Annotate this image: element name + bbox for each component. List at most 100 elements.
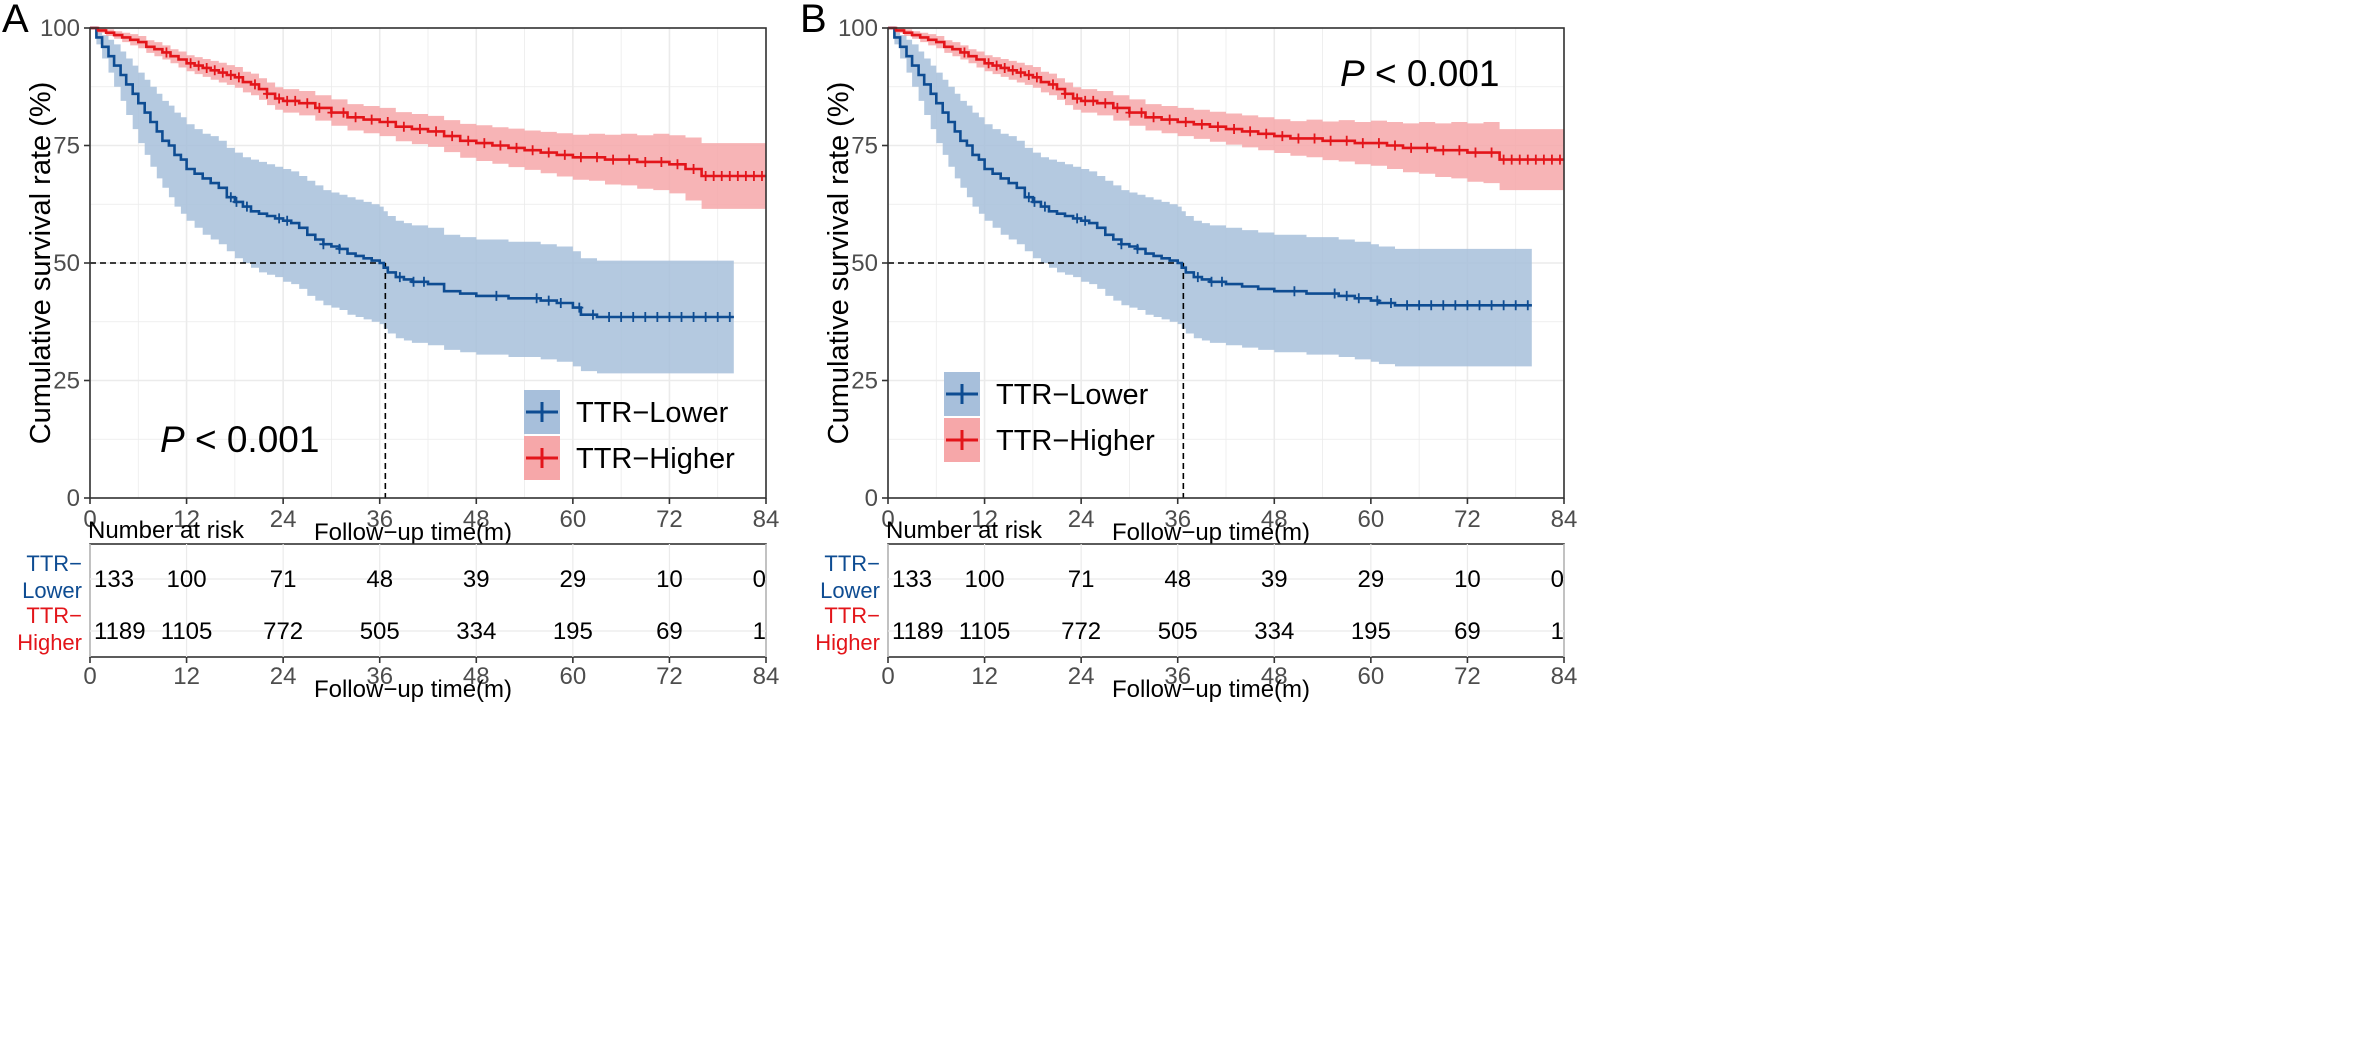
- risk-row-label-lower: TTR−: [26, 551, 82, 576]
- risk-row-label-lower: TTR−: [824, 551, 880, 576]
- censor-mark: [689, 164, 698, 174]
- p-value-label: P < 0.001: [1340, 53, 1499, 94]
- censor-mark: [319, 239, 328, 250]
- censor-mark: [673, 159, 682, 170]
- x-tick-label: 84: [753, 506, 780, 533]
- censor-mark: [194, 60, 203, 71]
- censor-mark: [1451, 300, 1460, 311]
- risk-x-tick-label: 84: [1551, 663, 1578, 690]
- censor-mark: [1181, 117, 1190, 127]
- censor-mark: [1149, 112, 1158, 123]
- censor-mark: [1073, 93, 1082, 104]
- x-axis-title: Follow−up time(m): [314, 519, 512, 546]
- y-tick-label: 100: [40, 15, 80, 42]
- risk-count-higher: 1: [1551, 618, 1564, 645]
- censor-mark: [677, 312, 686, 323]
- risk-table-title: Number at risk: [88, 517, 245, 544]
- censor-mark: [709, 171, 718, 182]
- risk-count-higher: 1: [753, 618, 766, 645]
- censor-mark: [605, 312, 614, 323]
- censor-mark: [303, 98, 312, 109]
- censor-mark: [1081, 215, 1090, 226]
- y-tick-label: 0: [865, 485, 878, 512]
- censor-mark: [1423, 142, 1432, 153]
- censor-mark: [713, 312, 722, 323]
- ci-band-lower: [888, 28, 1532, 367]
- censor-mark: [218, 67, 227, 78]
- censor-mark: [162, 47, 171, 58]
- censor-mark: [1511, 300, 1520, 311]
- km-curve-higher: [90, 26, 766, 178]
- censor-mark: [657, 156, 666, 167]
- risk-count-higher: 1105: [959, 618, 1011, 645]
- censor-mark: [315, 102, 324, 113]
- censor-mark: [1197, 119, 1206, 130]
- risk-row-label-lower: Lower: [820, 578, 880, 603]
- risk-row-label-higher: TTR−: [26, 603, 82, 628]
- censor-mark: [992, 60, 1001, 71]
- x-tick-label: 48: [1261, 506, 1288, 533]
- risk-count-lower: 0: [753, 566, 766, 593]
- censor-mark: [588, 309, 597, 320]
- risk-x-tick-label: 36: [366, 663, 393, 690]
- risk-count-lower: 0: [1551, 566, 1564, 593]
- risk-count-lower: 39: [463, 566, 490, 593]
- censor-mark: [1000, 62, 1009, 73]
- km-curve-lower: [888, 26, 1532, 307]
- risk-count-lower: 71: [1068, 566, 1095, 593]
- risk-table-border: [89, 543, 767, 658]
- censor-mark: [717, 171, 726, 182]
- x-tick-label: 36: [366, 506, 393, 533]
- censor-mark: [749, 171, 758, 182]
- risk-count-lower: 133: [892, 566, 932, 593]
- censor-mark: [1407, 142, 1416, 153]
- x-tick-label: 48: [463, 506, 490, 533]
- censor-mark: [1507, 154, 1516, 165]
- risk-count-higher: 69: [1454, 618, 1481, 645]
- censor-mark: [1310, 133, 1319, 144]
- censor-mark: [544, 295, 553, 306]
- risk-x-tick-label: 24: [270, 663, 297, 690]
- y-tick-label: 0: [67, 485, 80, 512]
- censor-mark: [593, 152, 601, 163]
- risk-count-higher: 505: [1158, 618, 1198, 645]
- censor-mark: [1415, 300, 1424, 311]
- risk-count-lower: 71: [270, 566, 297, 593]
- risk-count-lower: 133: [94, 566, 134, 593]
- panel-label: A: [2, 0, 29, 41]
- y-tick-label: 50: [53, 250, 80, 277]
- censor-mark: [263, 88, 272, 99]
- risk-x-tick-label: 72: [656, 663, 683, 690]
- censor-marks-higher: [162, 47, 766, 182]
- censor-mark: [625, 154, 634, 165]
- censor-mark: [210, 65, 219, 76]
- risk-count-higher: 772: [263, 618, 303, 645]
- censor-mark: [283, 95, 292, 106]
- x-tick-label: 72: [1454, 506, 1481, 533]
- risk-count-higher: 1189: [94, 618, 146, 645]
- censor-mark: [1342, 290, 1351, 301]
- censor-mark: [1117, 239, 1126, 250]
- y-tick-label: 25: [851, 368, 878, 395]
- censor-mark: [448, 131, 457, 142]
- censor-mark: [528, 145, 537, 156]
- censor-mark: [291, 95, 300, 106]
- censor-mark: [1391, 140, 1399, 151]
- censor-mark: [1342, 135, 1351, 146]
- km-curve-lower: [90, 26, 734, 319]
- censor-mark: [560, 149, 569, 160]
- censor-mark: [1213, 121, 1222, 132]
- censor-mark: [415, 124, 424, 135]
- censor-mark: [689, 312, 698, 323]
- risk-x-tick-label: 60: [1358, 663, 1385, 690]
- censor-mark: [1262, 128, 1271, 139]
- legend: TTR−Lower TTR−Higher: [944, 372, 1155, 462]
- censor-mark: [1081, 95, 1090, 106]
- y-tick-label: 100: [838, 15, 878, 42]
- risk-count-lower: 39: [1261, 566, 1288, 593]
- censor-mark: [1032, 72, 1041, 83]
